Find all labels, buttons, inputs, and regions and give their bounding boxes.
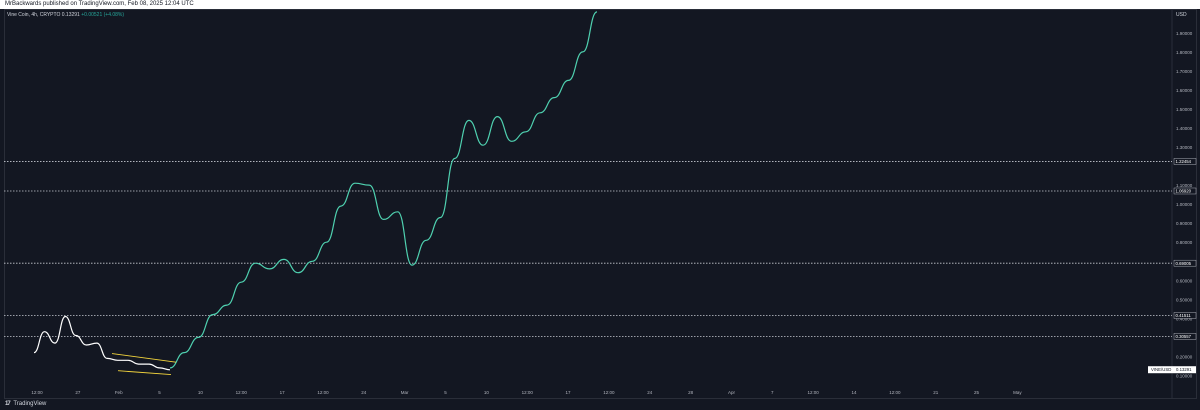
y-tick-label: 1.00000 — [1176, 202, 1193, 207]
y-tick-label: 1.10000 — [1176, 183, 1193, 188]
level-tag — [1173, 259, 1197, 267]
x-tick-label: 27 — [75, 390, 81, 395]
publish-banner: MrBackwards published on TradingView.com… — [0, 0, 1200, 9]
y-tick-label: 0.80000 — [1176, 240, 1193, 245]
wedge-upper-line — [111, 353, 177, 363]
price-change: +0.00521 (+4.08%) — [81, 12, 125, 18]
y-tick-label: 0.50000 — [1176, 297, 1193, 302]
x-tick-label: 7 — [771, 390, 774, 395]
level-value-label: 0.30557 — [1176, 334, 1192, 339]
x-tick-label: Mar — [401, 390, 409, 395]
x-tick-label: 24 — [647, 390, 653, 395]
y-tick-label: 1.30000 — [1176, 145, 1193, 150]
y-tick-label: 0.40000 — [1176, 316, 1193, 321]
x-tick-label: Feb — [115, 390, 123, 395]
current-price-symbol: VINE/USD — [1151, 367, 1171, 372]
last-price: 0.13291 — [61, 12, 80, 18]
level-tag — [1173, 333, 1197, 340]
price-chart[interactable]: USD 1.90000 1.80000 1.70000 1.60000 1.50000 1.… — [0, 0, 1200, 400]
x-tick-label: 17 — [280, 390, 286, 395]
x-tick-label: 12:00 — [31, 390, 43, 395]
symbol-legend: Vine Coin, 4h, CRYPTO 0.13291 +0.00521 (… — [7, 11, 124, 19]
chart-frame — [4, 9, 1197, 399]
current-price-tag — [1148, 366, 1196, 374]
y-tick-label: 0.90000 — [1176, 221, 1193, 226]
level-tag — [1173, 158, 1197, 165]
x-tick-label: 21 — [933, 390, 939, 395]
level-tag — [1173, 187, 1197, 195]
level-value-label: 1.06920 — [1176, 189, 1192, 194]
wedge-lower-line — [117, 370, 172, 375]
tradingview-brand[interactable]: TradingView — [13, 401, 47, 407]
projected-path-line — [169, 11, 598, 369]
x-tick-label: 14 — [851, 390, 857, 395]
y-tick-label: 1.70000 — [1176, 69, 1193, 74]
x-tick-label: 10 — [484, 390, 490, 395]
y-tick-label: 0.10000 — [1176, 373, 1193, 378]
x-tick-label: 12:00 — [522, 390, 534, 395]
y-tick-label: 0.20000 — [1176, 354, 1193, 359]
x-tick-label: 17 — [566, 390, 572, 395]
x-tick-label: 5 — [444, 390, 447, 395]
x-tick-label: May — [1013, 390, 1022, 395]
x-tick-label: 12:00 — [808, 390, 820, 395]
price-history-line — [33, 315, 171, 371]
x-tick-label: 12:00 — [317, 390, 329, 395]
y-tick-label: 1.50000 — [1176, 107, 1193, 112]
x-tick-label: 25 — [974, 390, 980, 395]
tradingview-logo-icon[interactable]: 17 — [5, 401, 11, 407]
y-tick-label: 1.80000 — [1176, 50, 1193, 55]
currency-label: USD — [1176, 12, 1187, 18]
x-tick-label: 12:00 — [603, 390, 615, 395]
x-tick-label: 5 — [158, 390, 161, 395]
x-tick-label: 10 — [198, 390, 204, 395]
x-tick-label: 12:00 — [889, 390, 901, 395]
x-tick-label: 28 — [688, 390, 694, 395]
y-tick-label: 1.90000 — [1176, 31, 1193, 36]
level-value-label: 0.41511 — [1176, 313, 1192, 318]
level-value-label: 1.22454 — [1176, 159, 1192, 164]
current-price-value: 0.13291 — [1176, 367, 1192, 372]
publish-line: MrBackwards published on TradingView.com… — [5, 1, 194, 7]
y-tick-label: 1.40000 — [1176, 126, 1193, 131]
y-tick-label: 1.60000 — [1176, 88, 1193, 93]
y-tick-label: 0.60000 — [1176, 278, 1193, 283]
level-tag — [1173, 312, 1197, 319]
footer-bar: 17 TradingView — [0, 399, 1200, 410]
x-tick-label: Apr — [728, 390, 736, 395]
x-tick-label: 12:00 — [236, 390, 248, 395]
level-value-label: 0.69005 — [1176, 261, 1192, 266]
x-tick-label: 24 — [361, 390, 367, 395]
symbol-name: Vine Coin, 4h, CRYPTO — [7, 12, 61, 18]
